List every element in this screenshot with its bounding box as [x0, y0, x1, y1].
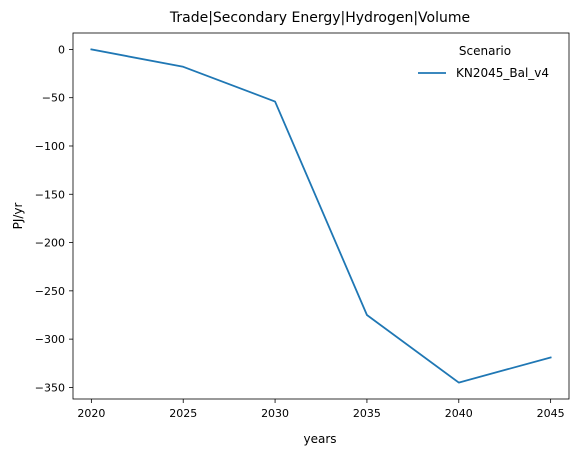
y-tick-label: −100 [35, 140, 65, 153]
x-axis: 2020 2025 2030 2035 2040 2045 [77, 399, 565, 420]
y-tick-label: −150 [35, 188, 65, 201]
y-tick-label: −50 [42, 92, 65, 105]
y-tick-label: −250 [35, 285, 65, 298]
y-tick-label: −300 [35, 333, 65, 346]
y-tick-label: −350 [35, 381, 65, 394]
legend-label-kn2045-bal-v4: KN2045_Bal_v4 [456, 66, 549, 80]
series-line-kn2045-bal-v4 [90, 48, 552, 384]
y-axis-title: PJ/yr [11, 203, 25, 230]
x-tick-label: 2040 [445, 407, 473, 420]
x-tick-label: 2035 [353, 407, 381, 420]
y-axis: 0 −50 −100 −150 −200 −250 −300 −350 [35, 43, 73, 394]
y-tick-label: −200 [35, 237, 65, 250]
series-layer [90, 48, 552, 384]
x-tick-label: 2045 [537, 407, 565, 420]
x-tick-label: 2020 [77, 407, 105, 420]
x-tick-label: 2030 [261, 407, 289, 420]
x-tick-label: 2025 [169, 407, 197, 420]
legend-title: Scenario [459, 44, 511, 58]
chart-title: Trade|Secondary Energy|Hydrogen|Volume [169, 10, 470, 26]
x-axis-title: years [303, 432, 336, 446]
plot-area-frame [72, 32, 570, 400]
legend: Scenario KN2045_Bal_v4 [418, 44, 549, 80]
y-tick-label: 0 [58, 43, 65, 56]
